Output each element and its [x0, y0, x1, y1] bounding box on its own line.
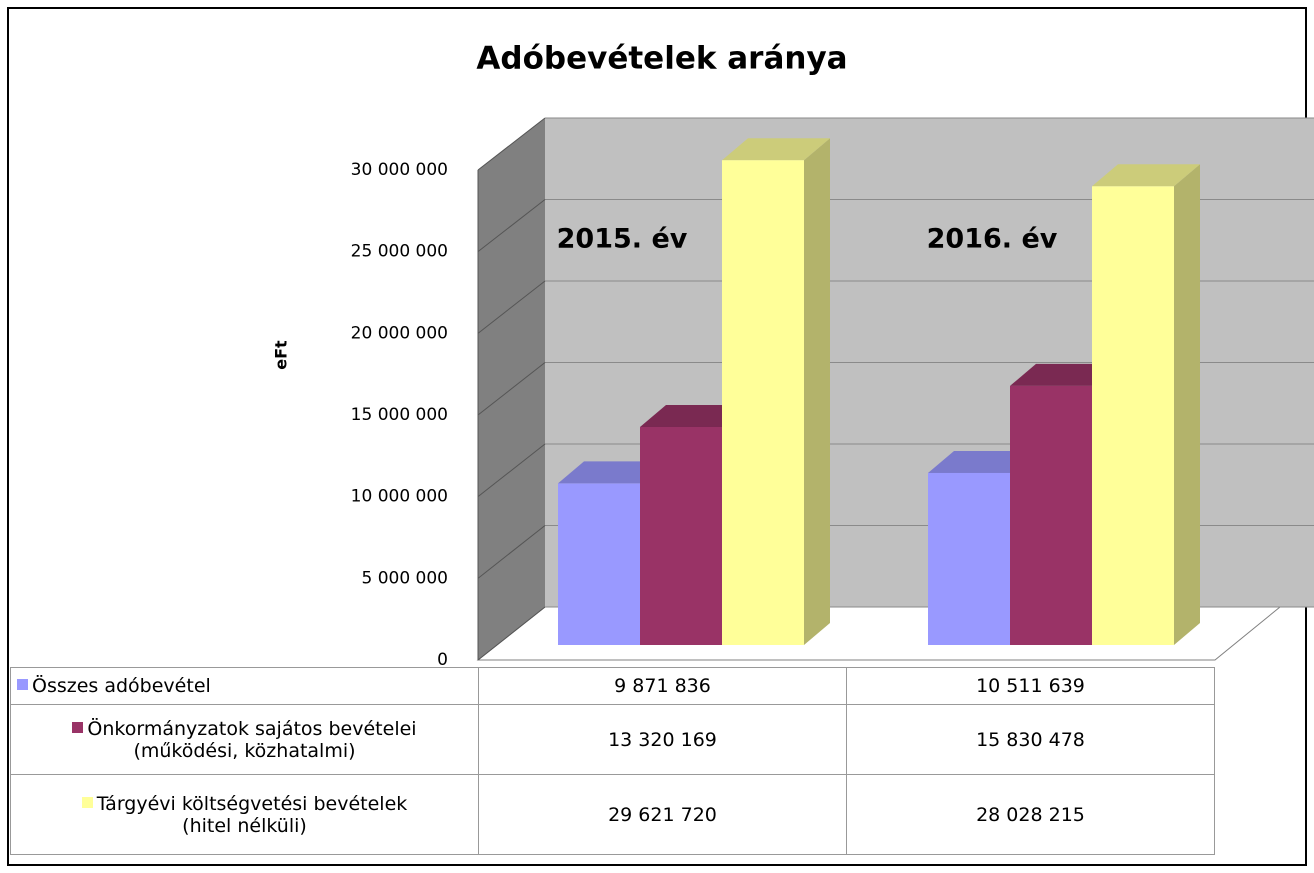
- legend-swatch: [81, 796, 93, 808]
- bar-front: [640, 426, 722, 645]
- bar-side: [1174, 164, 1200, 645]
- value-cell: 10 511 639: [846, 667, 1215, 705]
- value-label: 28 028 215: [976, 803, 1085, 826]
- legend-label: Összes adóbevétel: [32, 675, 211, 697]
- chart-title: Adóbevételek aránya: [476, 41, 847, 77]
- bar-side: [804, 138, 830, 646]
- bar: [722, 138, 830, 646]
- value-cell: 13 320 169: [478, 704, 847, 775]
- side-grid-line: [477, 443, 546, 498]
- table-row: Tárgyévi költségvetési bevételek (hitel …: [10, 774, 1215, 855]
- value-cell: 9 871 836: [478, 667, 847, 705]
- value-label: 15 830 478: [976, 728, 1085, 751]
- bar-front: [1092, 186, 1174, 645]
- table-row: Önkormányzatok sajátos bevételei (működé…: [10, 704, 1215, 775]
- legend-label: Tárgyévi költségvetési bevételek (hitel …: [96, 792, 408, 837]
- bar: [1092, 164, 1200, 645]
- y-tick-label: 25 000 000: [351, 242, 448, 262]
- legend-swatch: [72, 721, 84, 733]
- bar-top: [1092, 164, 1200, 187]
- bar-top: [558, 461, 666, 484]
- value-label: 13 320 169: [608, 728, 717, 751]
- side-grid-line: [477, 606, 546, 661]
- value-label: 9 871 836: [614, 675, 711, 697]
- side-grid-line: [477, 117, 546, 171]
- side-grid-line: [477, 362, 546, 416]
- value-cell: 15 830 478: [846, 704, 1215, 775]
- bar-front: [928, 472, 1010, 645]
- y-axis-label: eFt: [272, 340, 291, 370]
- y-tick-label: 0: [437, 650, 448, 670]
- y-tick-label: 5 000 000: [361, 568, 448, 588]
- legend-label: Önkormányzatok sajátos bevételei (működé…: [87, 717, 417, 762]
- bar-front: [1010, 385, 1092, 645]
- bar-front: [722, 160, 804, 646]
- legend-cell: Önkormányzatok sajátos bevételei (működé…: [10, 704, 479, 775]
- y-tick-label: 20 000 000: [351, 323, 448, 343]
- value-label: 10 511 639: [976, 675, 1085, 697]
- bar-front: [558, 483, 640, 645]
- value-cell: 29 621 720: [478, 774, 847, 855]
- side-grid-line: [477, 199, 546, 253]
- y-tick-label: 30 000 000: [351, 160, 448, 180]
- bar-top: [1010, 363, 1118, 386]
- legend-swatch: [17, 679, 28, 690]
- category-label: 2016. év: [927, 224, 1058, 255]
- data-table: Összes adóbevétel 9 871 836 10 511 639 Önko…: [10, 667, 1215, 855]
- y-tick-label: 10 000 000: [351, 487, 448, 507]
- bar-top: [722, 138, 830, 161]
- legend-cell: Összes adóbevétel: [10, 667, 479, 705]
- table-row: Összes adóbevétel 9 871 836 10 511 639: [10, 667, 1215, 705]
- side-grid-line: [477, 525, 546, 579]
- y-tick-label: 15 000 000: [351, 405, 448, 425]
- category-label: 2015. év: [557, 224, 688, 255]
- value-cell: 28 028 215: [846, 774, 1215, 855]
- value-label: 29 621 720: [608, 803, 717, 826]
- bar-top: [928, 450, 1036, 473]
- legend-cell: Tárgyévi költségvetési bevételek (hitel …: [10, 774, 479, 855]
- side-grid-line: [477, 280, 546, 334]
- bar-top: [640, 404, 748, 427]
